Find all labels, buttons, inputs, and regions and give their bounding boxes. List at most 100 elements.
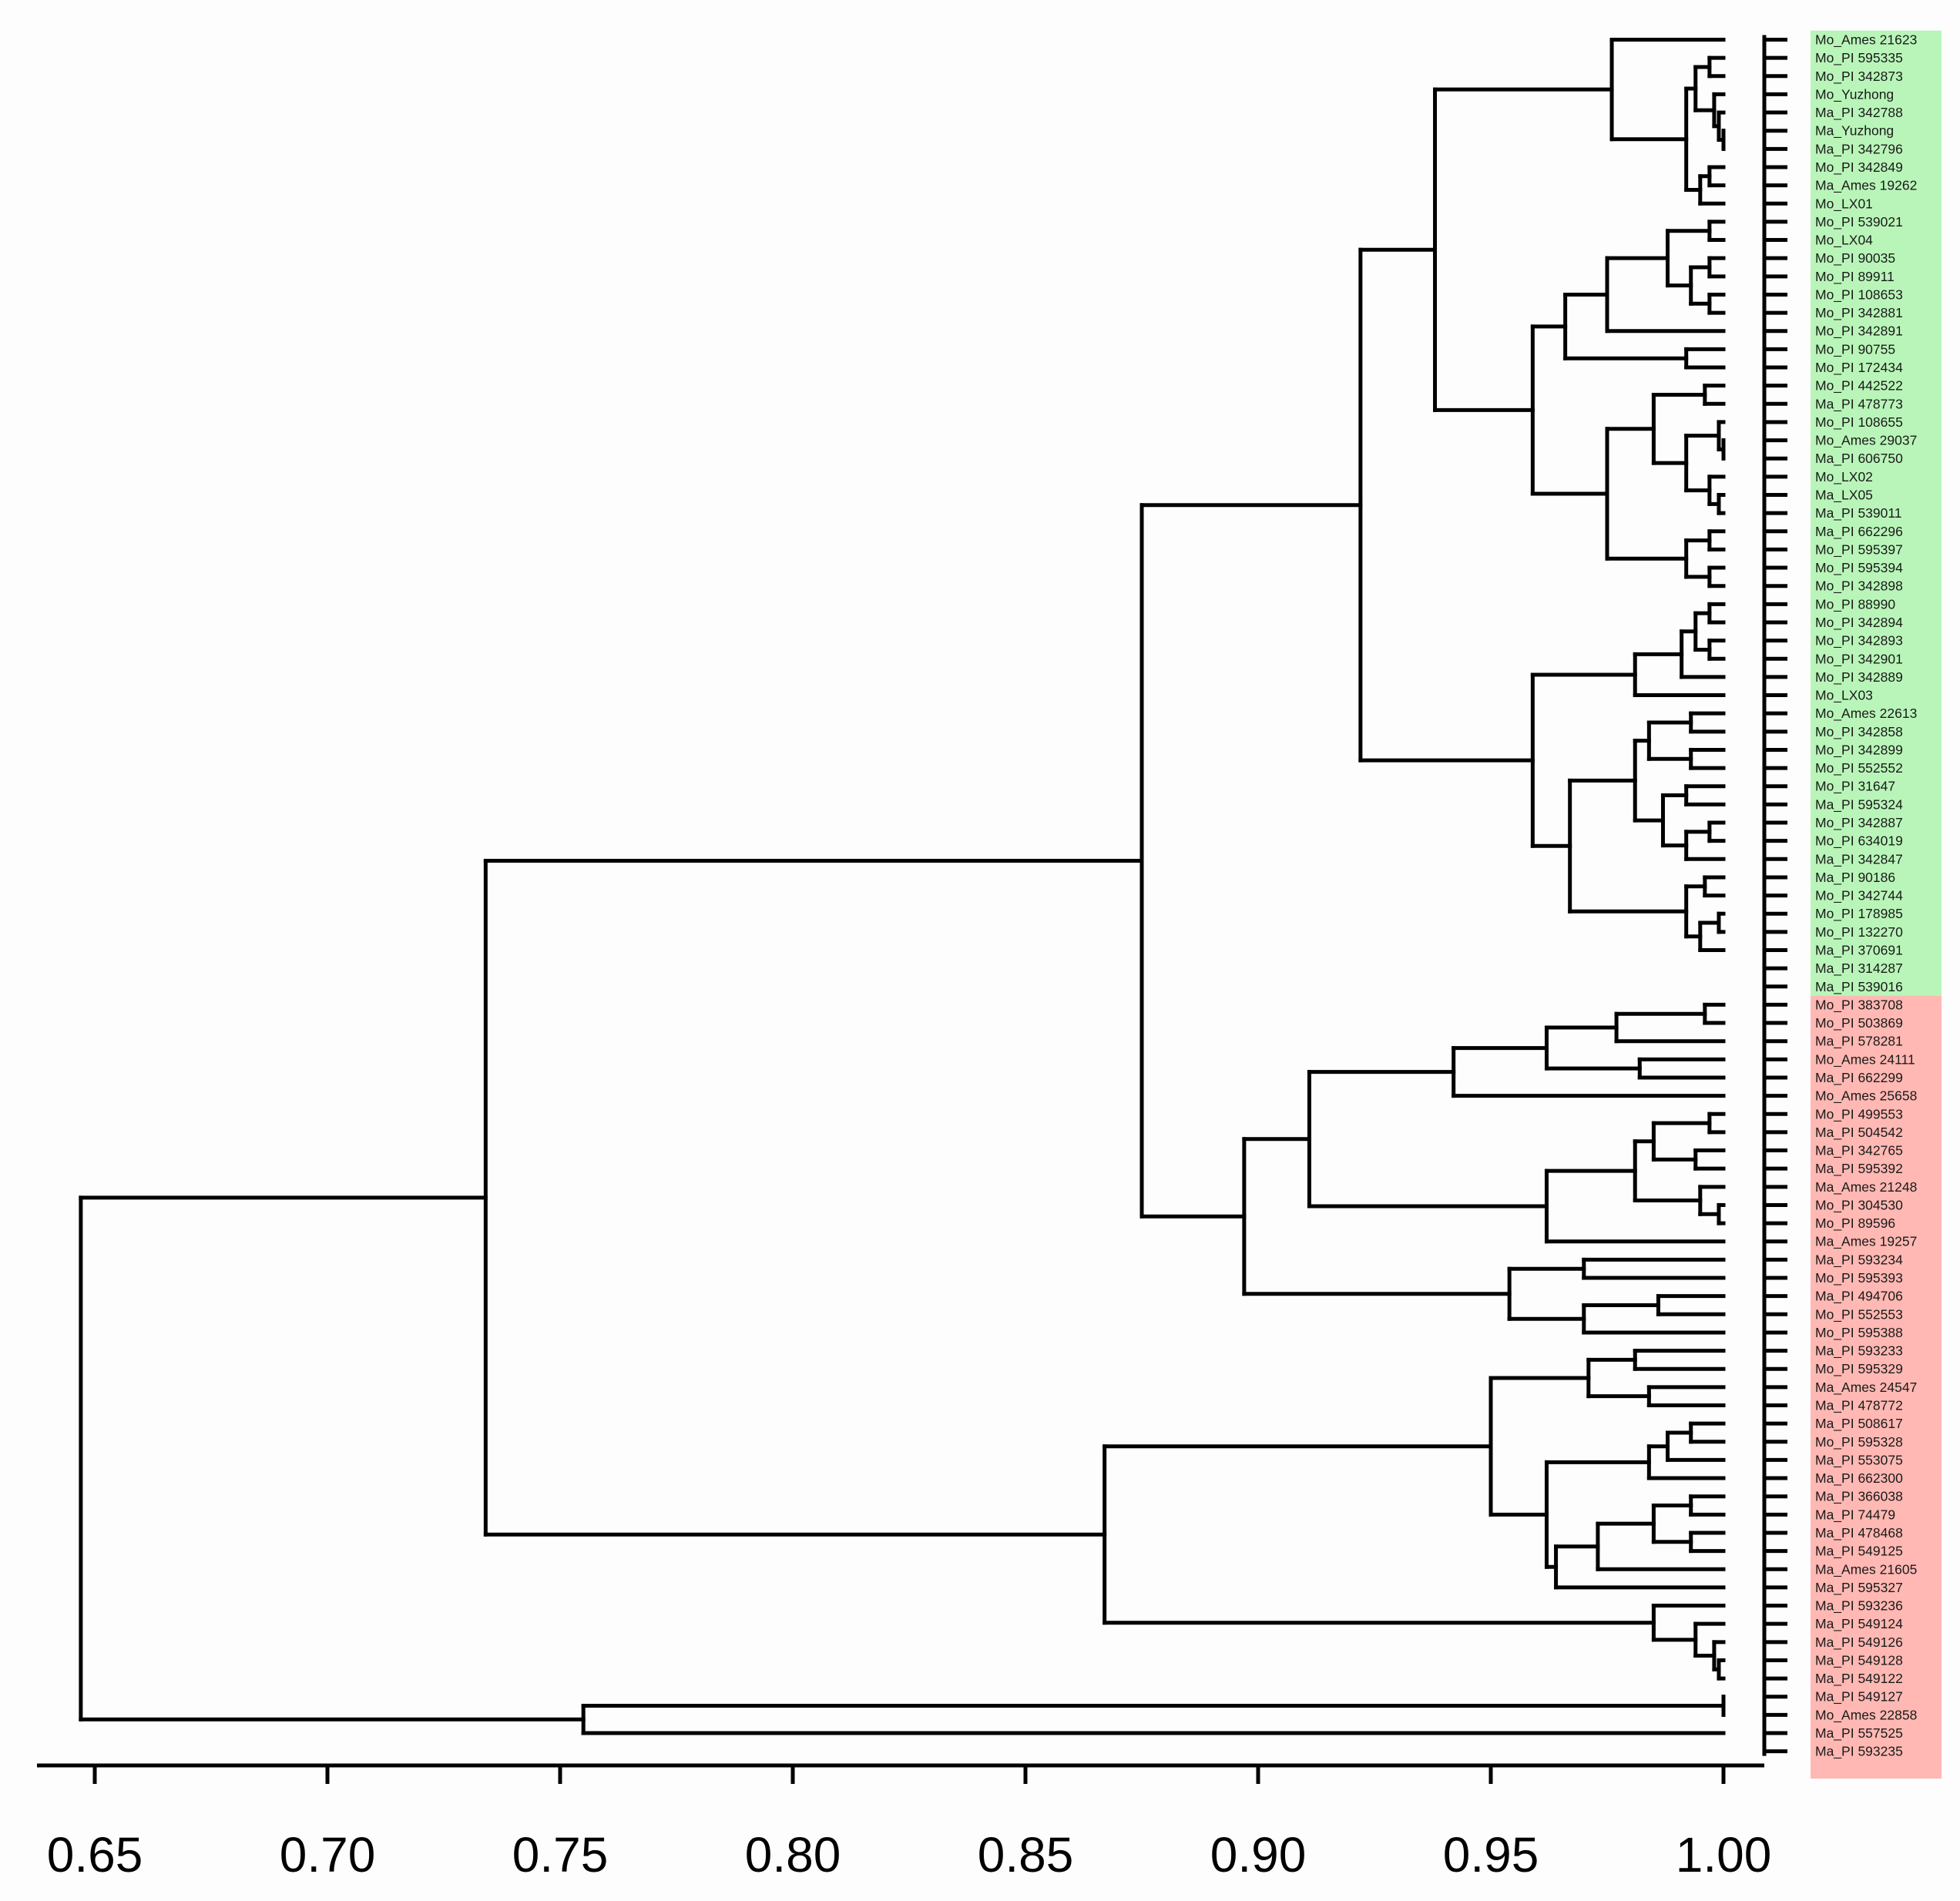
leaf-label: Mo_PI 342898 (1815, 578, 1903, 595)
leaf-label: Mo_PI 595394 (1815, 560, 1903, 576)
leaf-label: Ma_PI 549124 (1815, 1616, 1903, 1632)
x-tick-label: 0.80 (745, 1827, 841, 1883)
leaf-label: Mo_PI 342744 (1815, 888, 1903, 904)
leaf-label: Mo_PI 552553 (1815, 1306, 1903, 1323)
leaf-label: Ma_PI 606750 (1815, 451, 1903, 467)
leaf-label: Ma_PI 662296 (1815, 524, 1903, 540)
leaf-label: Ma_PI 549128 (1815, 1652, 1903, 1668)
leaf-label: Ma_PI 593236 (1815, 1598, 1903, 1614)
leaf-label: Ma_PI 508617 (1815, 1416, 1903, 1432)
x-axis: 0.65 0.70 0.75 0.80 0.85 0.90 0.95 1.00 (37, 1763, 1771, 1883)
group-box-green (1811, 30, 1942, 996)
leaf-label: Ma_PI 595324 (1815, 796, 1903, 813)
leaf-label: Ma_PI 549127 (1815, 1689, 1903, 1705)
leaf-label: Mo_PI 108653 (1815, 287, 1903, 303)
leaf-label: Mo_PI 539021 (1815, 214, 1903, 230)
leaf-label: Ma_PI 549125 (1815, 1544, 1903, 1560)
leaf-label: Ma_PI 90186 (1815, 870, 1895, 886)
leaf-label: Ma_Ames 21605 (1815, 1561, 1917, 1577)
leaf-label: Ma_PI 539016 (1815, 979, 1903, 995)
group-box-red (1811, 995, 1942, 1779)
leaf-label: Ma_PI 504542 (1815, 1125, 1903, 1141)
leaf-label: Ma_Ames 19262 (1815, 178, 1917, 194)
leaf-label: Ma_PI 539011 (1815, 505, 1902, 521)
leaf-label: Mo_Ames 25658 (1815, 1088, 1917, 1105)
leaf-label: Mo_PI 89596 (1815, 1215, 1895, 1232)
leaf-label: Mo_PI 342873 (1815, 69, 1903, 85)
leaf-label: Ma_Ames 24547 (1815, 1380, 1917, 1396)
leaf-label: Mo_PI 304530 (1815, 1197, 1903, 1213)
leaf-label: Mo_PI 342901 (1815, 651, 1903, 667)
leaf-label: Mo_PI 342891 (1815, 324, 1903, 340)
leaf-label: Ma_PI 595327 (1815, 1580, 1903, 1596)
leaf-label: Mo_PI 383708 (1815, 997, 1903, 1013)
leaf-label: Mo_LX03 (1815, 688, 1873, 704)
leaf-label: Ma_PI 478468 (1815, 1525, 1903, 1541)
leaf-label: Mo_PI 88990 (1815, 596, 1895, 612)
leaf-label: Ma_PI 342788 (1815, 105, 1903, 121)
leaf-label: Mo_PI 342894 (1815, 615, 1903, 631)
leaf-label: Ma_PI 342765 (1815, 1143, 1903, 1159)
leaf-label: Mo_PI 595329 (1815, 1361, 1903, 1377)
leaf-label: Mo_PI 595328 (1815, 1434, 1903, 1450)
leaf-label: Ma_PI 593235 (1815, 1744, 1903, 1760)
leaf-label: Mo_PI 89911 (1815, 269, 1895, 285)
leaf-label: Mo_PI 595393 (1815, 1270, 1903, 1286)
leaf-label: Mo_PI 132270 (1815, 924, 1903, 940)
leaf-label: Ma_PI 662299 (1815, 1070, 1903, 1086)
x-tick-label: 0.65 (47, 1827, 143, 1883)
leaf-label: Mo_LX01 (1815, 196, 1873, 212)
leaf-label: Ma_PI 662300 (1815, 1470, 1903, 1487)
leaf-label: Ma_PI 578281 (1815, 1034, 1903, 1050)
leaf-label: Ma_PI 74479 (1815, 1507, 1895, 1523)
leaf-label: Ma_PI 593234 (1815, 1252, 1903, 1268)
leaf-label: Ma_PI 494706 (1815, 1289, 1903, 1305)
leaf-label: Mo_PI 503869 (1815, 1015, 1903, 1031)
leaf-label: Mo_Ames 22858 (1815, 1707, 1917, 1723)
leaf-label: Mo_PI 499553 (1815, 1106, 1903, 1122)
branch-layer (79, 38, 1726, 1735)
leaf-label: Mo_PI 31647 (1815, 779, 1895, 795)
leaf-label: Mo_Yuzhong (1815, 86, 1894, 102)
group-background-layer (1811, 30, 1942, 1779)
leaf-label: Mo_PI 442522 (1815, 378, 1903, 394)
x-tick-label: 0.90 (1210, 1827, 1307, 1883)
leaf-label: Mo_PI 342893 (1815, 633, 1903, 649)
leaf-label: Mo_PI 595397 (1815, 541, 1903, 558)
leaf-label: Mo_PI 90755 (1815, 341, 1895, 357)
leaf-label: Ma_Yuzhong (1815, 123, 1894, 139)
leaf-label: Mo_PI 342858 (1815, 724, 1903, 740)
leaf-label: Ma_PI 370691 (1815, 943, 1903, 959)
leaf-label: Mo_PI 595335 (1815, 50, 1903, 66)
leaf-label: Ma_PI 366038 (1815, 1489, 1903, 1505)
leaf-label: Ma_PI 549122 (1815, 1671, 1903, 1687)
x-tick-label: 0.85 (978, 1827, 1074, 1883)
leaf-label: Ma_PI 478773 (1815, 396, 1903, 412)
leaf-label: Mo_PI 342889 (1815, 669, 1903, 686)
leaf-label: Ma_PI 595392 (1815, 1161, 1903, 1177)
leaf-label: Mo_LX04 (1815, 233, 1873, 249)
x-tick-label: 0.75 (512, 1827, 609, 1883)
leaf-label: Ma_PI 478772 (1815, 1398, 1903, 1414)
leaf-label: Ma_PI 557525 (1815, 1725, 1903, 1742)
leaf-label: Mo_PI 342887 (1815, 815, 1903, 831)
leaf-label: Mo_PI 90035 (1815, 250, 1895, 267)
leaf-label: Mo_PI 634019 (1815, 833, 1903, 850)
x-tick-label: 0.70 (280, 1827, 376, 1883)
leaf-label: Mo_Ames 24111 (1815, 1051, 1915, 1068)
leaf-label: Ma_Ames 19257 (1815, 1234, 1917, 1250)
leaf-label: Mo_Ames 29037 (1815, 433, 1917, 449)
x-tick-label: 0.95 (1443, 1827, 1539, 1883)
leaf-label: Mo_PI 342899 (1815, 742, 1903, 758)
leaf-label: Mo_PI 178985 (1815, 906, 1903, 922)
leaf-label: Ma_PI 549126 (1815, 1634, 1903, 1651)
leaf-label: Ma_PI 314287 (1815, 961, 1903, 977)
leaf-label: Mo_PI 342881 (1815, 305, 1903, 321)
leaf-label: Mo_PI 342849 (1815, 159, 1903, 176)
leaf-label: Ma_Ames 21248 (1815, 1179, 1917, 1195)
leaf-label: Mo_Ames 21623 (1815, 32, 1917, 49)
leaf-label: Ma_PI 593233 (1815, 1343, 1903, 1360)
leaf-label: Mo_Ames 22613 (1815, 706, 1917, 722)
